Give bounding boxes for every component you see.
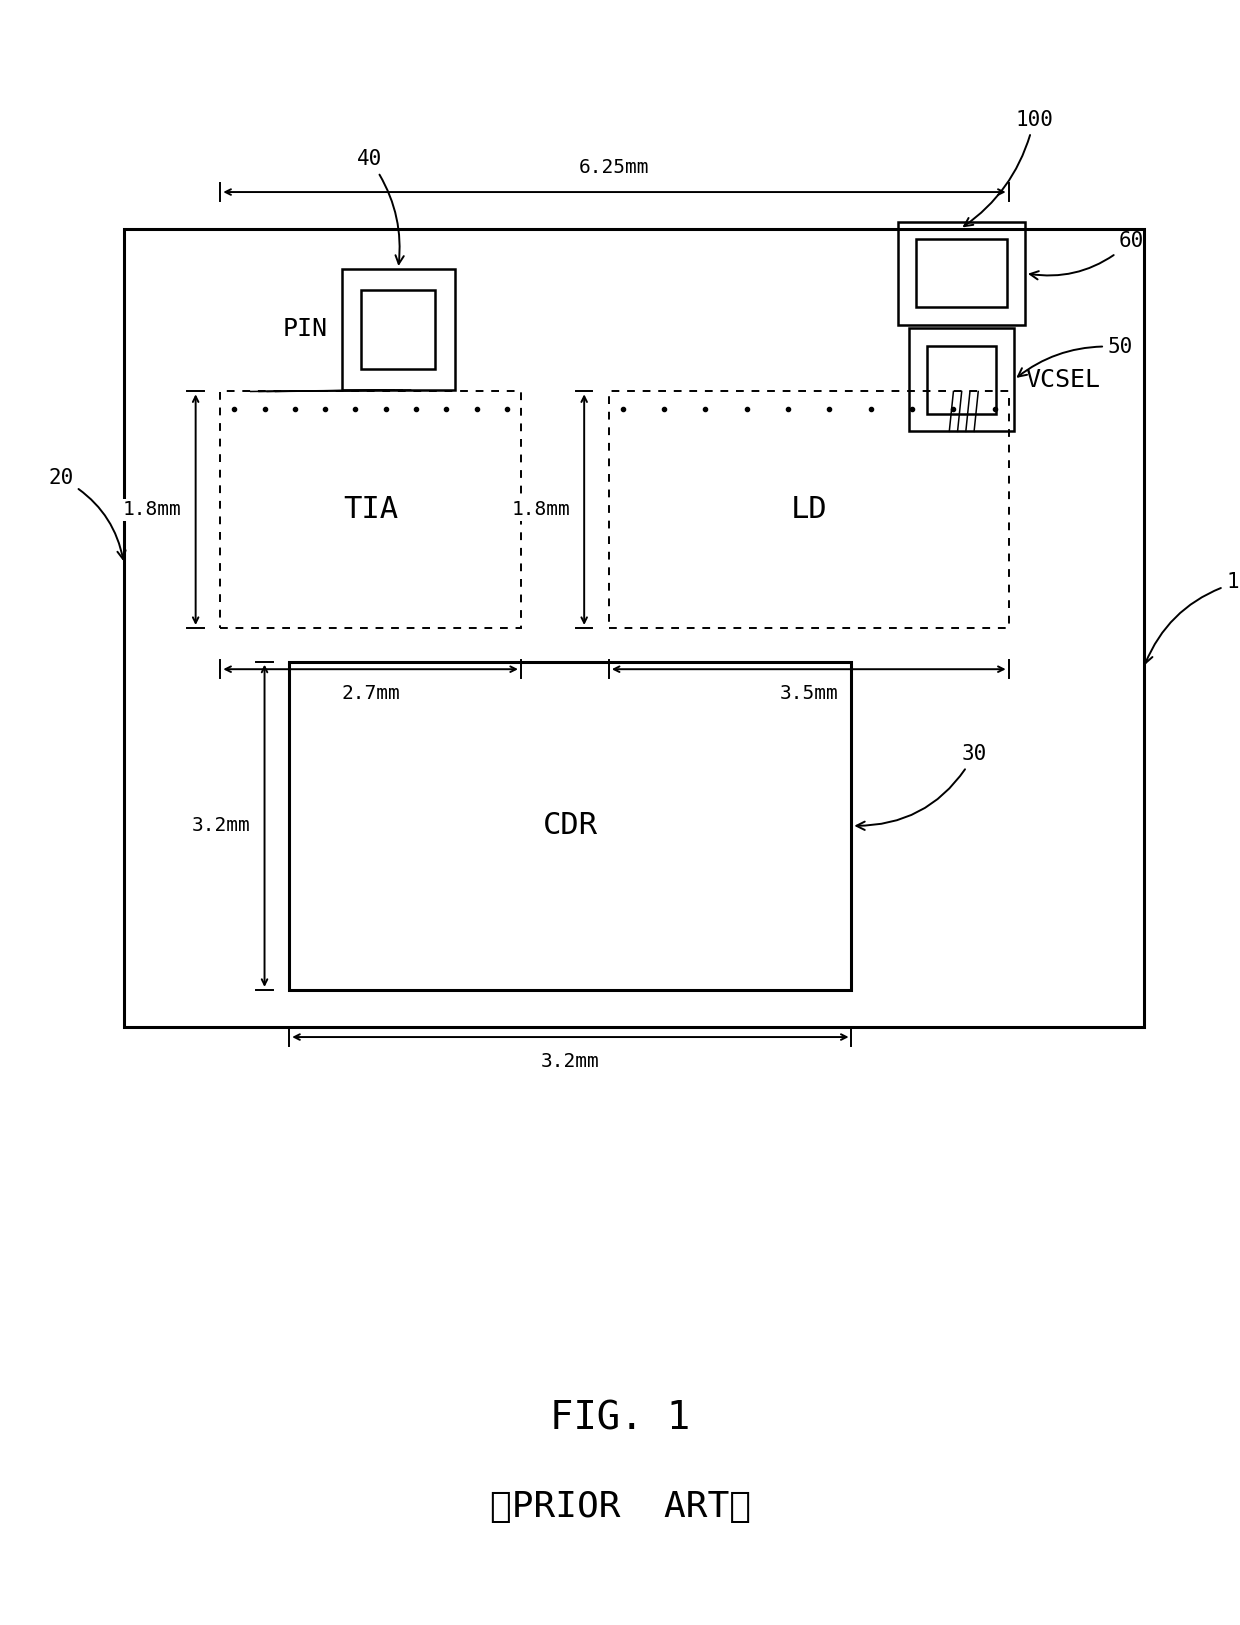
Text: FIG. 1: FIG. 1: [549, 1399, 691, 1436]
Text: 6.25mm: 6.25mm: [579, 158, 650, 177]
Text: 10: 10: [1145, 572, 1240, 663]
Bar: [289, 661, 852, 990]
Text: 3.5mm: 3.5mm: [780, 684, 838, 704]
Text: CDR: CDR: [543, 811, 598, 840]
Bar: [361, 289, 435, 369]
Text: 2.7mm: 2.7mm: [341, 684, 401, 704]
Text: 60: 60: [1030, 231, 1145, 280]
Bar: [928, 346, 996, 414]
Bar: [221, 392, 521, 627]
Text: 100: 100: [965, 109, 1053, 226]
Text: 40: 40: [357, 150, 404, 263]
Bar: [916, 239, 1007, 307]
Text: LD: LD: [790, 496, 827, 525]
Bar: [898, 221, 1025, 325]
Text: 20: 20: [48, 468, 125, 559]
Text: PIN: PIN: [283, 317, 327, 341]
Bar: [124, 229, 1143, 1027]
Text: 3.2mm: 3.2mm: [541, 1051, 600, 1071]
Text: 〈PRIOR  ART〉: 〈PRIOR ART〉: [490, 1490, 750, 1524]
Text: 50: 50: [1018, 336, 1133, 377]
Bar: [342, 268, 455, 390]
Text: 3.2mm: 3.2mm: [192, 816, 250, 835]
Bar: [909, 328, 1014, 431]
Text: TIA: TIA: [343, 496, 398, 525]
Text: 1.8mm: 1.8mm: [512, 500, 570, 518]
Text: VCSEL: VCSEL: [1025, 367, 1100, 392]
Text: 30: 30: [857, 744, 987, 830]
Text: 1.8mm: 1.8mm: [123, 500, 182, 518]
Bar: [609, 392, 1008, 627]
